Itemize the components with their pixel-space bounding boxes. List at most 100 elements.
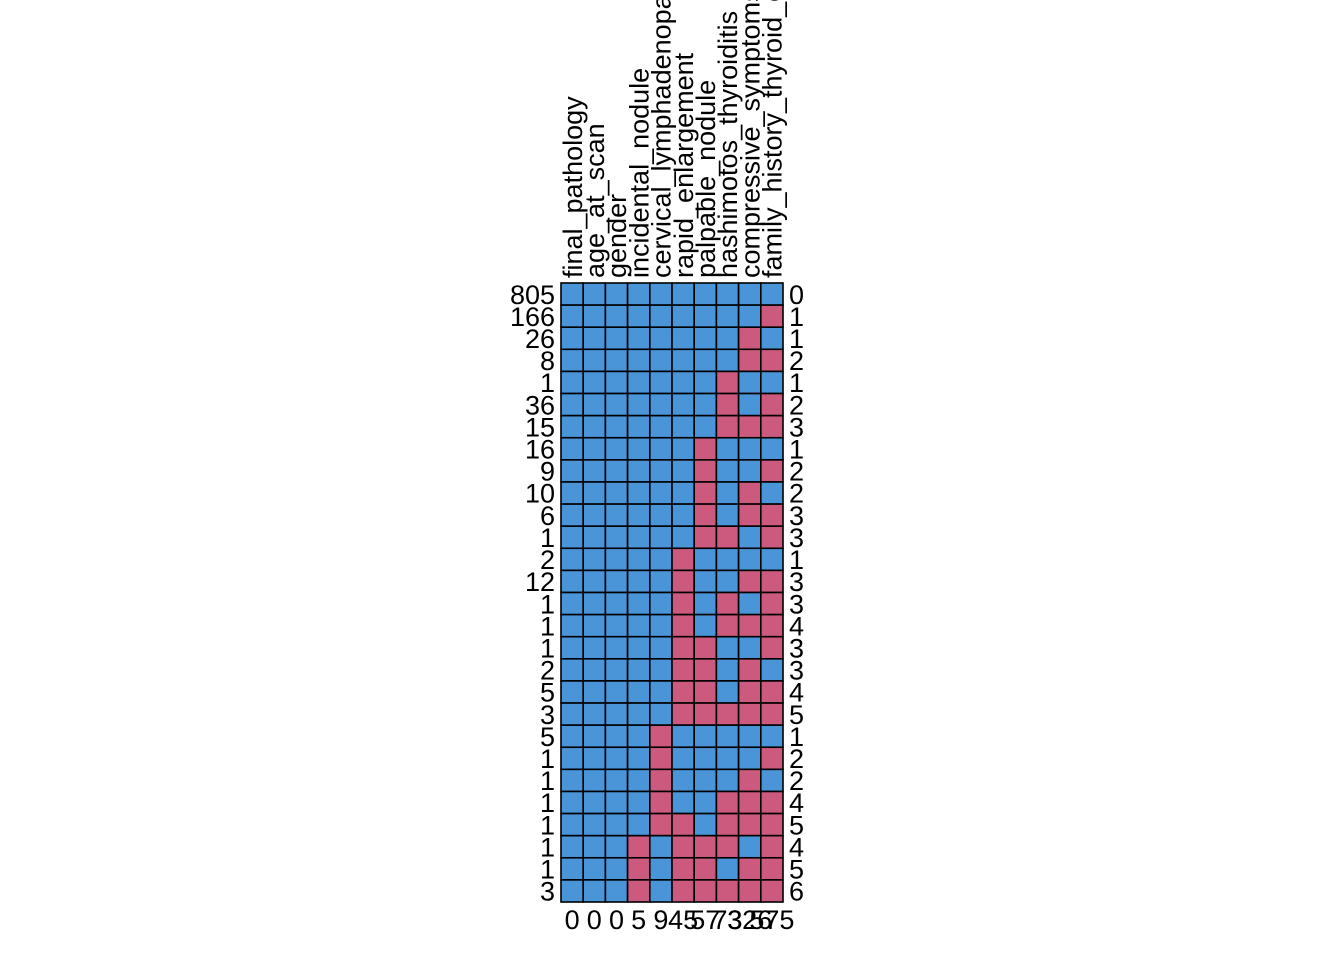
pattern-missing-count-label: 3 [789, 567, 804, 597]
cell-observed [604, 812, 629, 837]
pattern-missing-count-label: 1 [789, 324, 804, 354]
cell-observed [715, 304, 740, 329]
cell-observed [715, 326, 740, 351]
cell-missing [715, 414, 740, 439]
variable-missing-total-label: 575 [749, 905, 794, 935]
cell-observed [737, 547, 762, 572]
cell-observed [560, 459, 585, 483]
cell-observed [604, 834, 629, 859]
cell-observed [648, 304, 673, 329]
cell-observed [626, 414, 651, 439]
cell-observed [671, 436, 696, 461]
cell-missing [693, 503, 718, 527]
cell-observed [560, 790, 585, 815]
cell-observed [582, 503, 607, 527]
cell-observed [560, 326, 585, 351]
cell-missing [693, 834, 718, 859]
pattern-count-label: 1 [540, 832, 555, 862]
cell-missing [693, 635, 718, 660]
pattern-missing-count-label: 3 [789, 633, 804, 663]
cell-observed [582, 591, 607, 616]
pattern-missing-count-label: 3 [789, 501, 804, 531]
cell-missing [737, 812, 762, 837]
cell-missing [737, 569, 762, 594]
cell-observed [671, 724, 696, 749]
cell-observed [737, 834, 762, 859]
cell-observed [648, 658, 673, 682]
cell-missing [693, 459, 718, 483]
cell-observed [671, 481, 696, 505]
cell-observed [759, 436, 784, 461]
cell-observed [648, 348, 673, 373]
cell-observed [604, 790, 629, 815]
cell-missing [671, 658, 696, 682]
cell-missing [759, 503, 784, 527]
variable-label: palpable_nodule [691, 80, 721, 278]
variable-label: cervical_lymphadenopathy [647, 0, 677, 278]
cell-observed [626, 724, 651, 749]
cell-missing [759, 680, 784, 704]
cell-observed [604, 547, 629, 572]
cell-observed [582, 547, 607, 572]
cell-observed [582, 856, 607, 881]
cell-observed [626, 702, 651, 726]
cell-observed [715, 768, 740, 793]
cell-observed [648, 414, 673, 439]
cell-observed [560, 481, 585, 505]
cell-observed [604, 414, 629, 439]
cell-observed [648, 436, 673, 461]
cell-observed [626, 547, 651, 572]
cell-observed [626, 481, 651, 505]
cell-missing [693, 879, 718, 903]
cell-observed [626, 613, 651, 638]
cell-missing [693, 680, 718, 704]
cell-observed [671, 392, 696, 417]
cell-missing [715, 812, 740, 837]
cell-missing [759, 613, 784, 638]
cell-missing [626, 834, 651, 859]
cell-observed [560, 812, 585, 837]
cell-observed [560, 525, 585, 550]
cell-observed [604, 304, 629, 329]
pattern-count-label: 8 [540, 346, 555, 376]
pattern-count-label: 26 [525, 324, 555, 354]
cell-observed [693, 812, 718, 837]
cell-missing [671, 702, 696, 726]
variable-missing-total-label: 0 [587, 905, 602, 935]
cell-observed [715, 724, 740, 749]
variable-missing-total-label: 57 [690, 905, 720, 935]
cell-observed [759, 282, 784, 306]
cell-observed [604, 680, 629, 704]
cell-observed [737, 459, 762, 483]
cell-observed [715, 569, 740, 594]
variable-label: family_history_thyroid_cancer [758, 0, 788, 278]
cell-observed [560, 834, 585, 859]
cell-missing [737, 702, 762, 726]
cell-observed [604, 282, 629, 306]
cell-missing [671, 834, 696, 859]
cell-missing [693, 702, 718, 726]
cell-observed [560, 680, 585, 704]
cell-observed [715, 481, 740, 505]
cell-missing [759, 392, 784, 417]
pattern-missing-count-label: 4 [789, 788, 804, 818]
cell-missing [626, 879, 651, 903]
cell-missing [759, 746, 784, 771]
cell-observed [582, 569, 607, 594]
cell-observed [693, 282, 718, 306]
pattern-missing-count-label: 0 [789, 280, 804, 310]
cell-observed [648, 702, 673, 726]
cell-missing [737, 326, 762, 351]
cell-observed [671, 414, 696, 439]
pattern-count-label: 2 [540, 656, 555, 686]
cell-observed [737, 436, 762, 461]
cell-observed [715, 746, 740, 771]
variable-missing-total-label: 45 [668, 905, 698, 935]
variable-missing-total-label: 9 [653, 905, 668, 935]
pattern-count-label: 1 [540, 744, 555, 774]
cell-observed [693, 348, 718, 373]
cell-observed [737, 525, 762, 550]
variable-label: rapid_enlargement [669, 52, 699, 278]
cell-missing [759, 414, 784, 439]
cell-observed [737, 392, 762, 417]
